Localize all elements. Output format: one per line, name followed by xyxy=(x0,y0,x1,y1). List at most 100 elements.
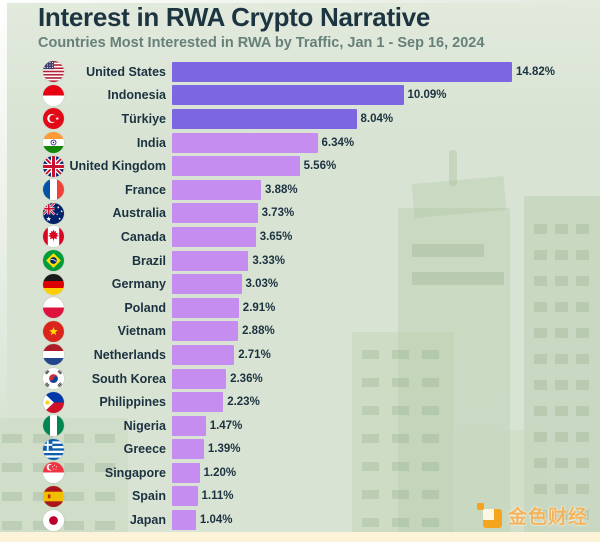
flag-pl-icon xyxy=(43,297,64,319)
value-label: 2.88% xyxy=(242,325,275,338)
flag-in-icon xyxy=(43,132,64,154)
chart-row-ng: Nigeria 1.47% xyxy=(0,414,600,438)
flag-gb-icon xyxy=(43,155,64,177)
building-window xyxy=(534,432,547,442)
value-label: 3.65% xyxy=(259,230,293,243)
value-label: 6.34% xyxy=(321,136,355,149)
brand-watermark: 金色财经 xyxy=(476,502,588,529)
building-window xyxy=(95,434,115,443)
building-window xyxy=(534,302,547,312)
flag-sg-icon xyxy=(43,462,64,484)
bar-vn xyxy=(172,321,239,342)
building-window xyxy=(576,380,589,390)
country-label: Brazil xyxy=(131,253,166,268)
building-window xyxy=(362,462,379,471)
building-window xyxy=(534,458,547,468)
value-label: 1.39% xyxy=(207,443,241,456)
country-label: Canada xyxy=(120,229,166,244)
chart-row-kr: South Korea 2.36% xyxy=(0,367,600,391)
bar-br xyxy=(172,250,249,271)
building-window xyxy=(392,406,409,415)
flag-au-icon xyxy=(43,202,64,224)
building-window xyxy=(362,378,379,387)
bar-gb xyxy=(172,156,300,177)
value-label: 1.20% xyxy=(203,466,237,479)
bar-es xyxy=(172,486,198,507)
building-window xyxy=(576,432,589,442)
building-window xyxy=(422,518,439,527)
building-silhouette xyxy=(524,196,600,542)
flag-us-icon xyxy=(43,61,64,83)
building-window xyxy=(392,434,409,443)
country-label: Poland xyxy=(124,300,166,315)
building-window xyxy=(576,276,589,286)
flag-br-icon xyxy=(43,250,64,272)
country-label: Japan xyxy=(129,513,166,528)
building-window xyxy=(555,484,568,494)
chart-row-pl: Poland 2.91% xyxy=(0,296,600,320)
chart-row-br: Brazil 3.33% xyxy=(0,249,600,273)
bar-ca xyxy=(172,226,256,247)
bar-in xyxy=(172,132,318,153)
value-label: 3.73% xyxy=(261,207,295,220)
flag-es-icon xyxy=(43,485,64,507)
building-window xyxy=(576,224,589,234)
building-window xyxy=(362,406,379,415)
value-label: 3.88% xyxy=(265,183,298,196)
country-label: Philippines xyxy=(99,395,166,410)
chart-row-fr: France 3.88% xyxy=(0,178,600,202)
building-window xyxy=(362,518,379,527)
value-label: 3.33% xyxy=(252,254,285,267)
value-label: 2.71% xyxy=(238,348,271,361)
bar-nl xyxy=(172,344,235,365)
bar-fr xyxy=(172,179,261,200)
bar-ng xyxy=(172,415,206,436)
bar-de xyxy=(172,274,242,295)
country-label: Vietnam xyxy=(117,324,166,339)
flag-ca-icon xyxy=(43,226,64,248)
watermark-text: 金色财经 xyxy=(507,507,588,528)
building-window xyxy=(95,463,115,472)
value-label: 1.04% xyxy=(199,514,233,527)
flag-ph-icon xyxy=(43,391,64,413)
building-antenna xyxy=(449,150,457,186)
building-window xyxy=(534,380,547,390)
building-window xyxy=(534,224,547,234)
bar-jp xyxy=(172,510,196,531)
value-label: 2.36% xyxy=(230,372,263,385)
chart-row-nl: Netherlands 2.71% xyxy=(0,343,600,367)
building-window xyxy=(555,250,568,260)
country-label: Netherlands xyxy=(93,347,166,362)
flag-kr-icon xyxy=(43,368,64,390)
building-window xyxy=(534,354,547,364)
country-label: India xyxy=(136,135,166,150)
chart-row-jp: Japan 1.04% xyxy=(0,508,600,532)
building-window xyxy=(555,302,568,312)
building-window xyxy=(392,462,409,471)
building-window xyxy=(576,328,589,338)
bar-us xyxy=(172,61,512,82)
flag-vn-icon xyxy=(43,320,64,342)
chart-row-es: Spain 1.11% xyxy=(0,485,600,509)
value-label: 2.23% xyxy=(227,396,260,409)
building-window-band xyxy=(412,272,504,285)
flag-nl-icon xyxy=(43,344,64,366)
bottom-cream-strip xyxy=(0,532,600,542)
value-label: 8.04% xyxy=(360,112,394,125)
page-subtitle: Countries Most Interested in RWA by Traf… xyxy=(38,35,485,51)
building-window xyxy=(576,484,589,494)
building-window xyxy=(534,484,547,494)
chart-row-id: Indonesia 10.09% xyxy=(0,84,600,108)
building-window xyxy=(534,510,547,520)
flag-id-icon xyxy=(43,84,64,106)
building-window xyxy=(95,521,115,530)
building-window xyxy=(64,463,84,472)
bar-au xyxy=(172,203,258,224)
flag-ng-icon xyxy=(43,415,64,437)
building-window xyxy=(555,406,568,416)
building-silhouette xyxy=(0,418,128,542)
country-label: Germany xyxy=(111,277,166,292)
bar-kr xyxy=(172,368,227,389)
